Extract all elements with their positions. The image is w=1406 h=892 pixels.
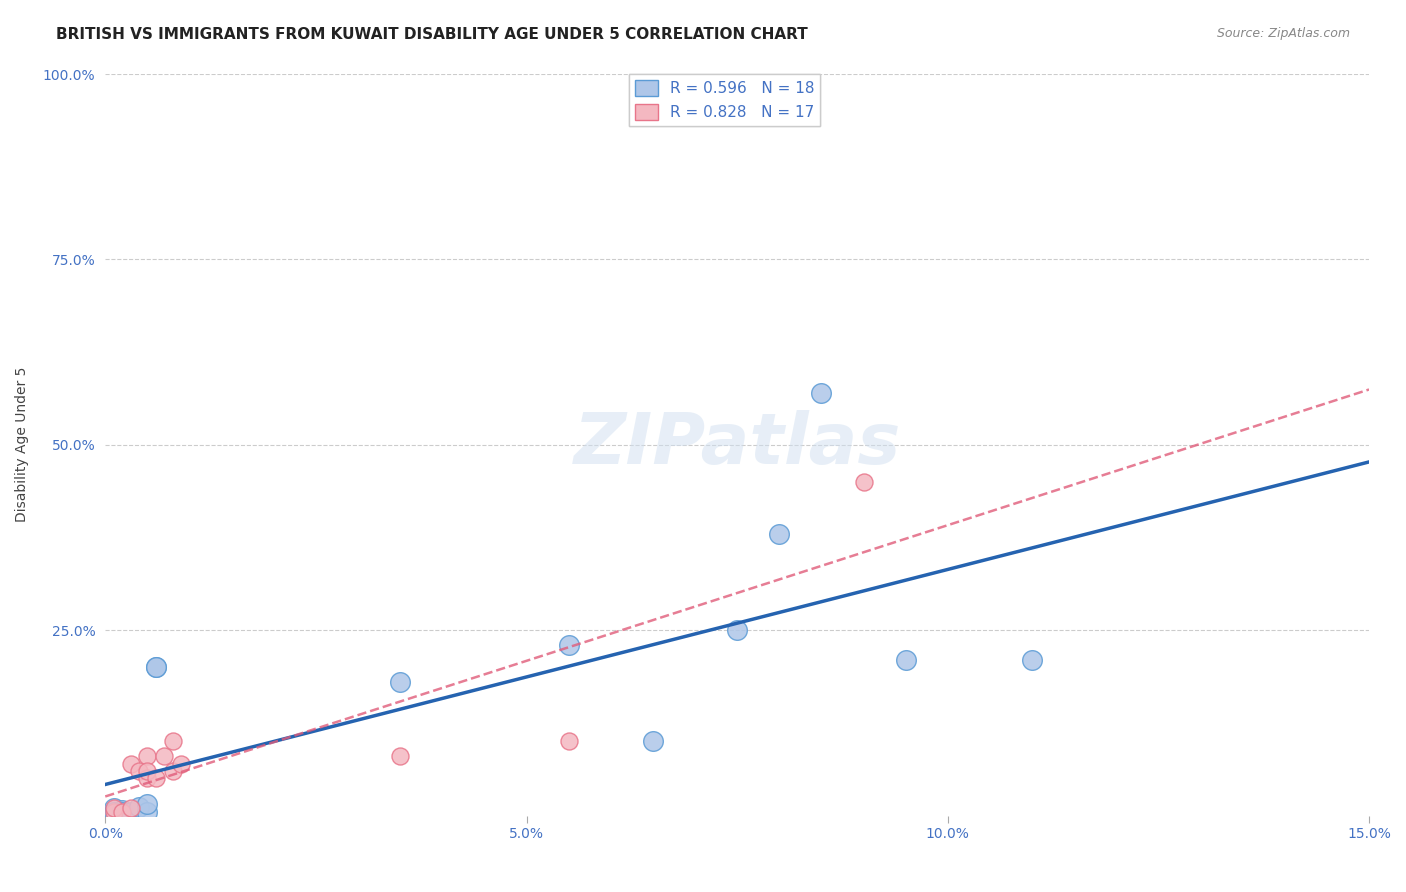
Point [768, 526, 790, 541]
Legend: R = 0.596   N = 18, R = 0.828   N = 17: R = 0.596 N = 18, R = 0.828 N = 17 [628, 74, 821, 126]
Point [111, 803, 134, 817]
Point [810, 385, 832, 400]
Point [641, 734, 664, 748]
Point [136, 805, 159, 819]
Point [389, 675, 412, 690]
Point [145, 660, 167, 674]
Point [111, 805, 134, 819]
Point [153, 749, 176, 764]
Point [852, 475, 875, 489]
Point [557, 734, 579, 748]
Text: BRITISH VS IMMIGRANTS FROM KUWAIT DISABILITY AGE UNDER 5 CORRELATION CHART: BRITISH VS IMMIGRANTS FROM KUWAIT DISABI… [56, 27, 808, 42]
Point [120, 805, 142, 819]
Y-axis label: Disability Age Under 5: Disability Age Under 5 [15, 368, 30, 523]
Point [136, 749, 159, 764]
Point [162, 764, 184, 778]
Point [557, 638, 579, 652]
Point [136, 772, 159, 786]
Text: Source: ZipAtlas.com: Source: ZipAtlas.com [1216, 27, 1350, 40]
Point [120, 801, 142, 815]
Point [103, 805, 125, 819]
Point [103, 801, 125, 815]
Point [103, 805, 125, 819]
Point [894, 653, 917, 667]
Text: ZIPatlas: ZIPatlas [574, 410, 901, 479]
Point [170, 756, 193, 771]
Point [145, 660, 167, 674]
Point [120, 756, 142, 771]
Point [128, 764, 150, 778]
Point [1021, 653, 1043, 667]
Point [162, 734, 184, 748]
Point [111, 805, 134, 819]
Point [136, 797, 159, 812]
Point [128, 799, 150, 814]
Point [136, 764, 159, 778]
Point [103, 801, 125, 815]
Point [145, 772, 167, 786]
Point [725, 623, 748, 637]
Point [389, 749, 412, 764]
